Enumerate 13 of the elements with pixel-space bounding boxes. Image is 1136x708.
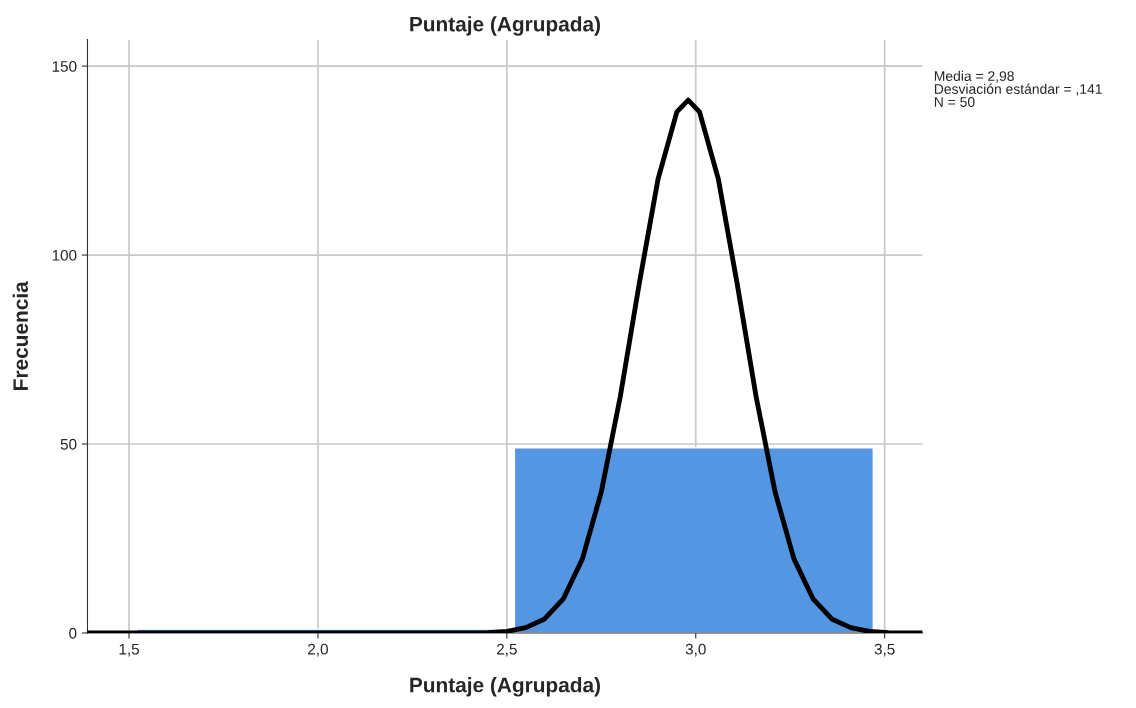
y-tick-label: 0 <box>69 627 77 639</box>
x-tick-label: 2,0 <box>308 643 328 657</box>
y-axis-title: Frecuencia <box>12 281 29 390</box>
text: Media = 2,98 Desviación estándar = ,141 N = 50 <box>934 70 1102 107</box>
y-tick-label: 150 <box>52 60 77 72</box>
y-tick-label: 50 <box>60 438 77 450</box>
x-tick-label: 1,5 <box>119 643 140 657</box>
x-tick-label: 3,0 <box>685 643 706 657</box>
chart-title: Puntaje (Agrupada) <box>410 16 600 36</box>
x-axis-title: Puntaje (Agrupada) <box>410 677 600 697</box>
y-tick-label: 100 <box>52 249 77 261</box>
x-tick-label: 2,5 <box>496 643 517 657</box>
x-tick-label: 3,5 <box>874 643 895 657</box>
